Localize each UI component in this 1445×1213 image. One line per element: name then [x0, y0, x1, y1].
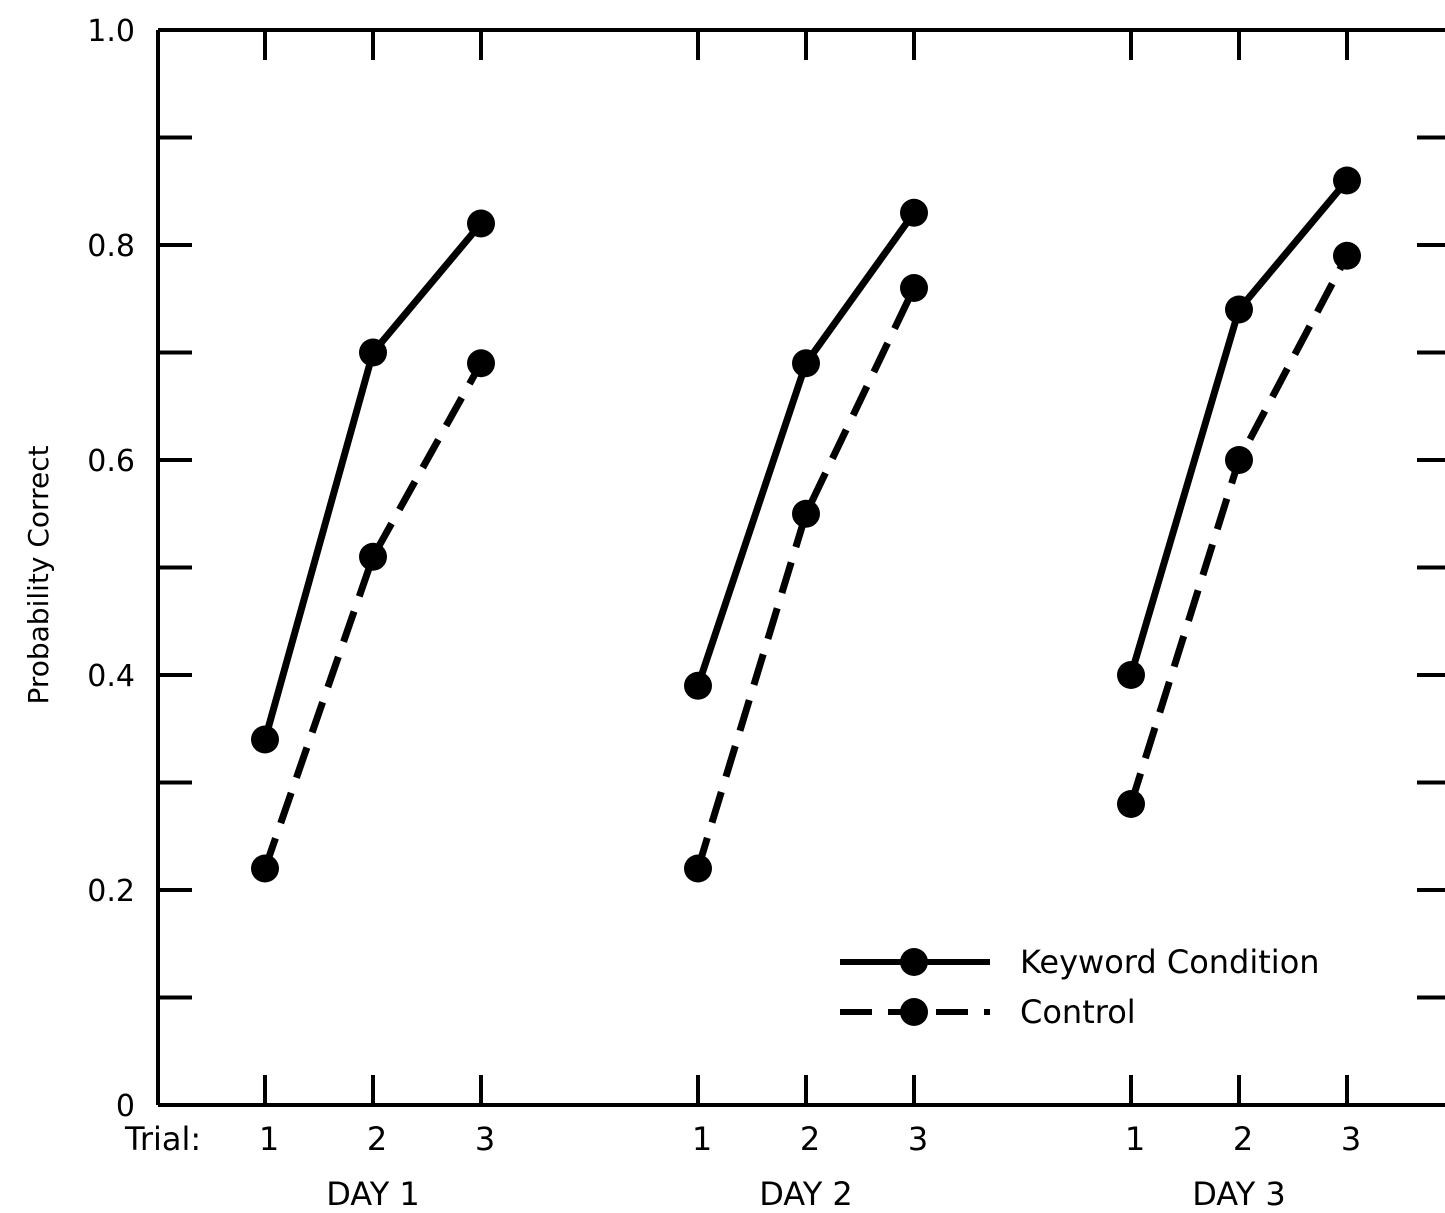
day-label: DAY 3 [1192, 1175, 1286, 1213]
data-point-keyword [1333, 166, 1361, 195]
data-point-control [792, 499, 820, 528]
data-point-keyword [684, 671, 712, 700]
x-tick-label: 3 [1341, 1120, 1361, 1158]
data-point-control [467, 349, 495, 378]
y-axis-label: Probability Correct [22, 445, 55, 704]
data-point-keyword [251, 725, 279, 754]
legend-label: Keyword Condition [1020, 943, 1320, 981]
x-tick-label: 2 [1233, 1120, 1253, 1158]
series-line-keyword [1127, 178, 1350, 676]
y-tick-label: 0.6 [87, 444, 135, 479]
y-tick-label: 0.2 [87, 874, 135, 909]
legend-marker [900, 948, 928, 976]
data-point-keyword [792, 349, 820, 378]
day-label: DAY 2 [759, 1175, 853, 1213]
y-tick-label: 0 [116, 1089, 135, 1124]
legend-label: Control [1020, 993, 1136, 1031]
series-line-keyword [694, 210, 917, 687]
series-line-control [694, 286, 918, 870]
series-line-keyword [261, 221, 484, 741]
data-point-keyword [1117, 661, 1145, 689]
y-tick-label: 0.4 [87, 659, 135, 694]
data-point-keyword [467, 209, 495, 238]
x-tick-label: 1 [692, 1120, 712, 1158]
x-tick-label: 2 [367, 1120, 387, 1158]
y-axis: 0 0.2 0.4 0.6 0.8 1.0 [87, 14, 1445, 1124]
data-point-control [359, 542, 387, 571]
y-tick-label: 0.8 [87, 229, 135, 264]
data-point-control [900, 274, 928, 302]
data-point-control [251, 854, 279, 883]
data-point-keyword [1225, 295, 1253, 324]
legend-marker [900, 998, 928, 1026]
x-tick-label: 1 [259, 1120, 279, 1158]
series-layer [251, 166, 1361, 883]
series-line-control [1127, 254, 1351, 806]
data-point-control [1117, 790, 1145, 818]
day-label: DAY 1 [326, 1175, 420, 1213]
legend: Keyword Condition Control [840, 943, 1320, 1031]
x-tick-label: 3 [475, 1120, 495, 1158]
data-point-control [1333, 241, 1361, 270]
data-point-keyword [900, 198, 928, 227]
x-axis-trial-prefix: Trial: [124, 1120, 201, 1158]
data-point-keyword [359, 338, 387, 367]
data-point-control [684, 854, 712, 883]
x-axis: 1 2 3 DAY 1 1 2 3 DAY 2 1 2 3 DAY 3 [259, 30, 1361, 1213]
x-tick-label: 3 [908, 1120, 928, 1158]
x-tick-label: 1 [1125, 1120, 1145, 1158]
series-line-control [261, 361, 485, 870]
data-point-control [1225, 446, 1253, 474]
y-tick-label: 1.0 [87, 14, 135, 49]
x-tick-label: 2 [800, 1120, 820, 1158]
